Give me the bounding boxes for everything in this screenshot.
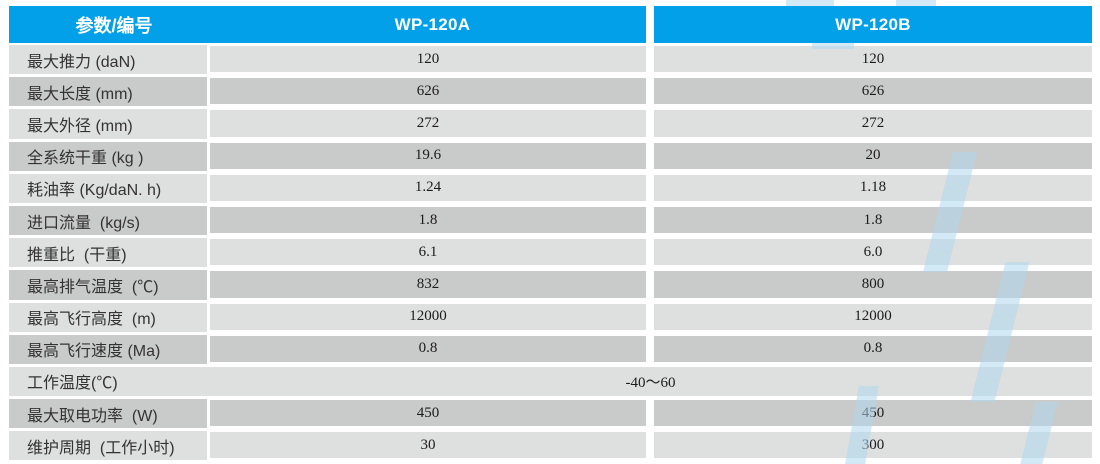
table-header-left: 参数/编号 WP-120A [9, 6, 646, 43]
value-cell-wp120a: 450 [210, 400, 646, 427]
param-label-cell: 最大推力 (daN) [9, 45, 207, 75]
value-text: 832 [416, 275, 440, 292]
value-cell-wp120b: 0.8 [654, 335, 1092, 362]
param-label: 最高排气温度 (℃) [27, 278, 159, 296]
value-text: 120 [416, 50, 440, 67]
param-label: 最大长度 (mm) [27, 85, 133, 103]
value-cell-wp120b: 1.8 [654, 206, 1092, 234]
value-cell-wp120a: 1.24 [210, 174, 646, 201]
value-text: 626 [861, 82, 885, 99]
value-text: 6.1 [418, 243, 438, 260]
value-cell-wp120a: 12000 [210, 303, 646, 330]
spec-table: 参数/编号 WP-120A WP-120B 最大推力 (daN) 120 120 最大… [9, 6, 1092, 461]
value-cell-wp120b: 20 [654, 142, 1092, 169]
value-cell-wp120b: 120 [654, 46, 1092, 73]
param-label: 耗油率 (Kg/daN. h) [27, 182, 162, 200]
param-label-cell: 进口流量 (kg/s) [9, 205, 207, 236]
value-text: 6.0 [863, 243, 883, 260]
value-cell-wp120a: 1.8 [210, 206, 646, 234]
value-cell-wp120a: 0.8 [210, 335, 646, 362]
param-label: 最大取电功率 (W) [27, 407, 158, 425]
value-text: 120 [861, 50, 885, 67]
value-cell-wp120b: 800 [654, 271, 1092, 298]
value-text: 300 [861, 436, 885, 453]
param-label-cell: 耗油率 (Kg/daN. h) [9, 173, 207, 203]
param-label-cell: 最大取电功率 (W) [9, 399, 207, 429]
value-cell-wp120b: 272 [654, 110, 1092, 137]
merged-value: -40～60 [625, 374, 676, 391]
param-label-cell: 最大长度 (mm) [9, 77, 207, 107]
param-label-cell: 最大外径 (mm) [9, 109, 207, 139]
value-text: 20 [865, 147, 881, 164]
value-text: 12000 [854, 308, 892, 325]
value-cell-wp120a: 6.1 [210, 239, 646, 266]
value-text: 626 [416, 82, 440, 99]
value-text: 30 [420, 436, 436, 453]
value-cell-wp120b: 300 [654, 432, 1092, 459]
param-label-cell: 最高飞行速度 (Ma) [9, 334, 207, 364]
value-text: 1.24 [414, 179, 442, 196]
value-text: 272 [416, 114, 440, 131]
param-label: 工作温度(℃) [27, 375, 118, 393]
param-label-cell: 维护周期 (工作小时) [9, 431, 207, 461]
header-col-wp120a: WP-120A [394, 14, 471, 34]
value-cell-wp120a: 120 [210, 46, 646, 73]
value-text: 1.18 [859, 179, 887, 196]
value-cell-wp120b: 626 [654, 78, 1092, 105]
param-label: 维护周期 (工作小时) [27, 439, 175, 457]
value-cell-wp120a: 30 [210, 432, 646, 459]
merged-row: 工作温度(℃) -40～60 [9, 366, 1092, 397]
param-label: 最高飞行高度 (m) [27, 311, 156, 329]
param-label: 推重比 (干重) [27, 246, 127, 264]
value-cell-wp120b: 12000 [654, 303, 1092, 330]
param-label-cell: 全系统干重 (kg ) [9, 141, 207, 171]
value-text: 0.8 [418, 340, 438, 357]
value-cell-wp120a: 626 [210, 78, 646, 105]
value-cell-wp120b: 1.18 [654, 174, 1092, 201]
param-label-cell: 推重比 (干重) [9, 238, 207, 268]
param-label: 进口流量 (kg/s) [27, 214, 140, 232]
value-text: 450 [861, 404, 885, 421]
param-label-cell: 最高飞行高度 (m) [9, 302, 207, 332]
value-cell-wp120a: 272 [210, 110, 646, 137]
param-label-cell: 最高排气温度 (℃) [9, 270, 207, 300]
value-cell-wp120b: 6.0 [654, 239, 1092, 266]
value-cell-wp120a: 832 [210, 271, 646, 298]
value-text: 1.8 [418, 211, 438, 228]
value-text: 800 [861, 275, 885, 292]
table-header-right: WP-120B [654, 6, 1092, 43]
param-label: 最大外径 (mm) [27, 117, 133, 135]
param-label: 全系统干重 (kg ) [27, 150, 144, 168]
value-text: 19.6 [414, 147, 442, 164]
header-col-wp120b: WP-120B [835, 14, 911, 34]
value-text: 450 [416, 404, 440, 421]
value-text: 1.8 [863, 211, 883, 228]
value-text: 0.8 [863, 340, 883, 357]
param-label: 最高飞行速度 (Ma) [27, 343, 161, 361]
value-cell-wp120b: 450 [654, 400, 1092, 427]
header-param-label: 参数/编号 [75, 15, 153, 36]
value-cell-wp120a: 19.6 [210, 142, 646, 169]
value-text: 12000 [409, 308, 447, 325]
value-text: 272 [861, 114, 885, 131]
param-label: 最大推力 (daN) [27, 53, 136, 71]
